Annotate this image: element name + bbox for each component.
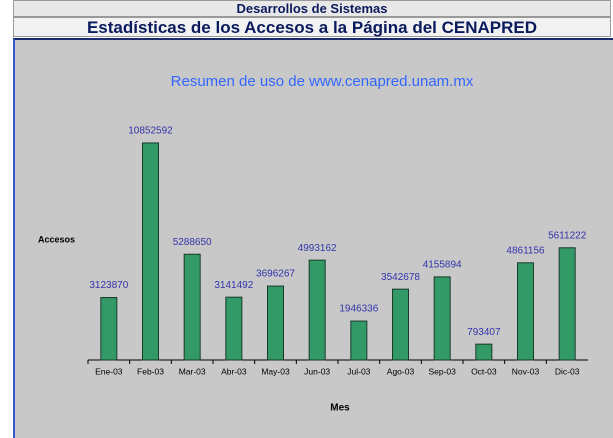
y-axis-label: Accesos xyxy=(38,234,75,244)
bar xyxy=(142,142,159,361)
data-label: 3696267 xyxy=(256,269,295,280)
x-tick-label: Nov-03 xyxy=(512,366,540,376)
data-label: 10852592 xyxy=(128,126,173,137)
x-tick-label: Jul-03 xyxy=(347,366,370,376)
bar xyxy=(308,259,326,361)
data-label: 3542678 xyxy=(381,272,420,283)
data-label: 3141492 xyxy=(214,280,253,291)
x-tick-label: Sep-03 xyxy=(428,366,456,376)
data-label: 3123870 xyxy=(89,280,128,291)
bar xyxy=(183,253,201,361)
data-label: 5288650 xyxy=(173,237,212,248)
bar xyxy=(100,297,118,361)
header-subtitle: Estadísticas de los Accesos a la Página … xyxy=(13,17,611,37)
x-tick-label: Dic-03 xyxy=(555,366,580,376)
bar xyxy=(392,288,409,361)
x-tick-label: May-03 xyxy=(261,366,290,376)
x-tick-label: Oct-03 xyxy=(471,366,497,376)
data-label: 4155894 xyxy=(423,260,462,271)
bar xyxy=(475,343,493,361)
data-label: 4993162 xyxy=(298,243,337,254)
x-axis-label: Mes xyxy=(330,403,350,414)
x-tick-label: Mar-03 xyxy=(179,366,206,376)
chart-title: Resumen de uso de www.cenapred.unam.mx xyxy=(171,73,474,90)
x-tick-label: Abr-03 xyxy=(221,366,247,376)
x-tick-label: Ene-03 xyxy=(95,366,123,376)
chart-area xyxy=(13,39,613,438)
header-title: Desarrollos de Sistemas xyxy=(13,0,611,17)
bar xyxy=(350,320,368,361)
data-label: 793407 xyxy=(467,327,501,338)
data-label: 5611222 xyxy=(548,230,587,241)
data-label: 4861156 xyxy=(506,245,545,256)
bar xyxy=(558,247,576,361)
bar xyxy=(267,285,284,361)
data-label: 1946336 xyxy=(339,304,378,315)
x-tick-label: Ago-03 xyxy=(387,366,415,376)
x-tick-label: Jun-03 xyxy=(304,366,330,376)
bar xyxy=(517,262,534,361)
bar xyxy=(433,276,451,361)
x-tick-label: Feb-03 xyxy=(137,366,164,376)
bar xyxy=(225,296,243,361)
